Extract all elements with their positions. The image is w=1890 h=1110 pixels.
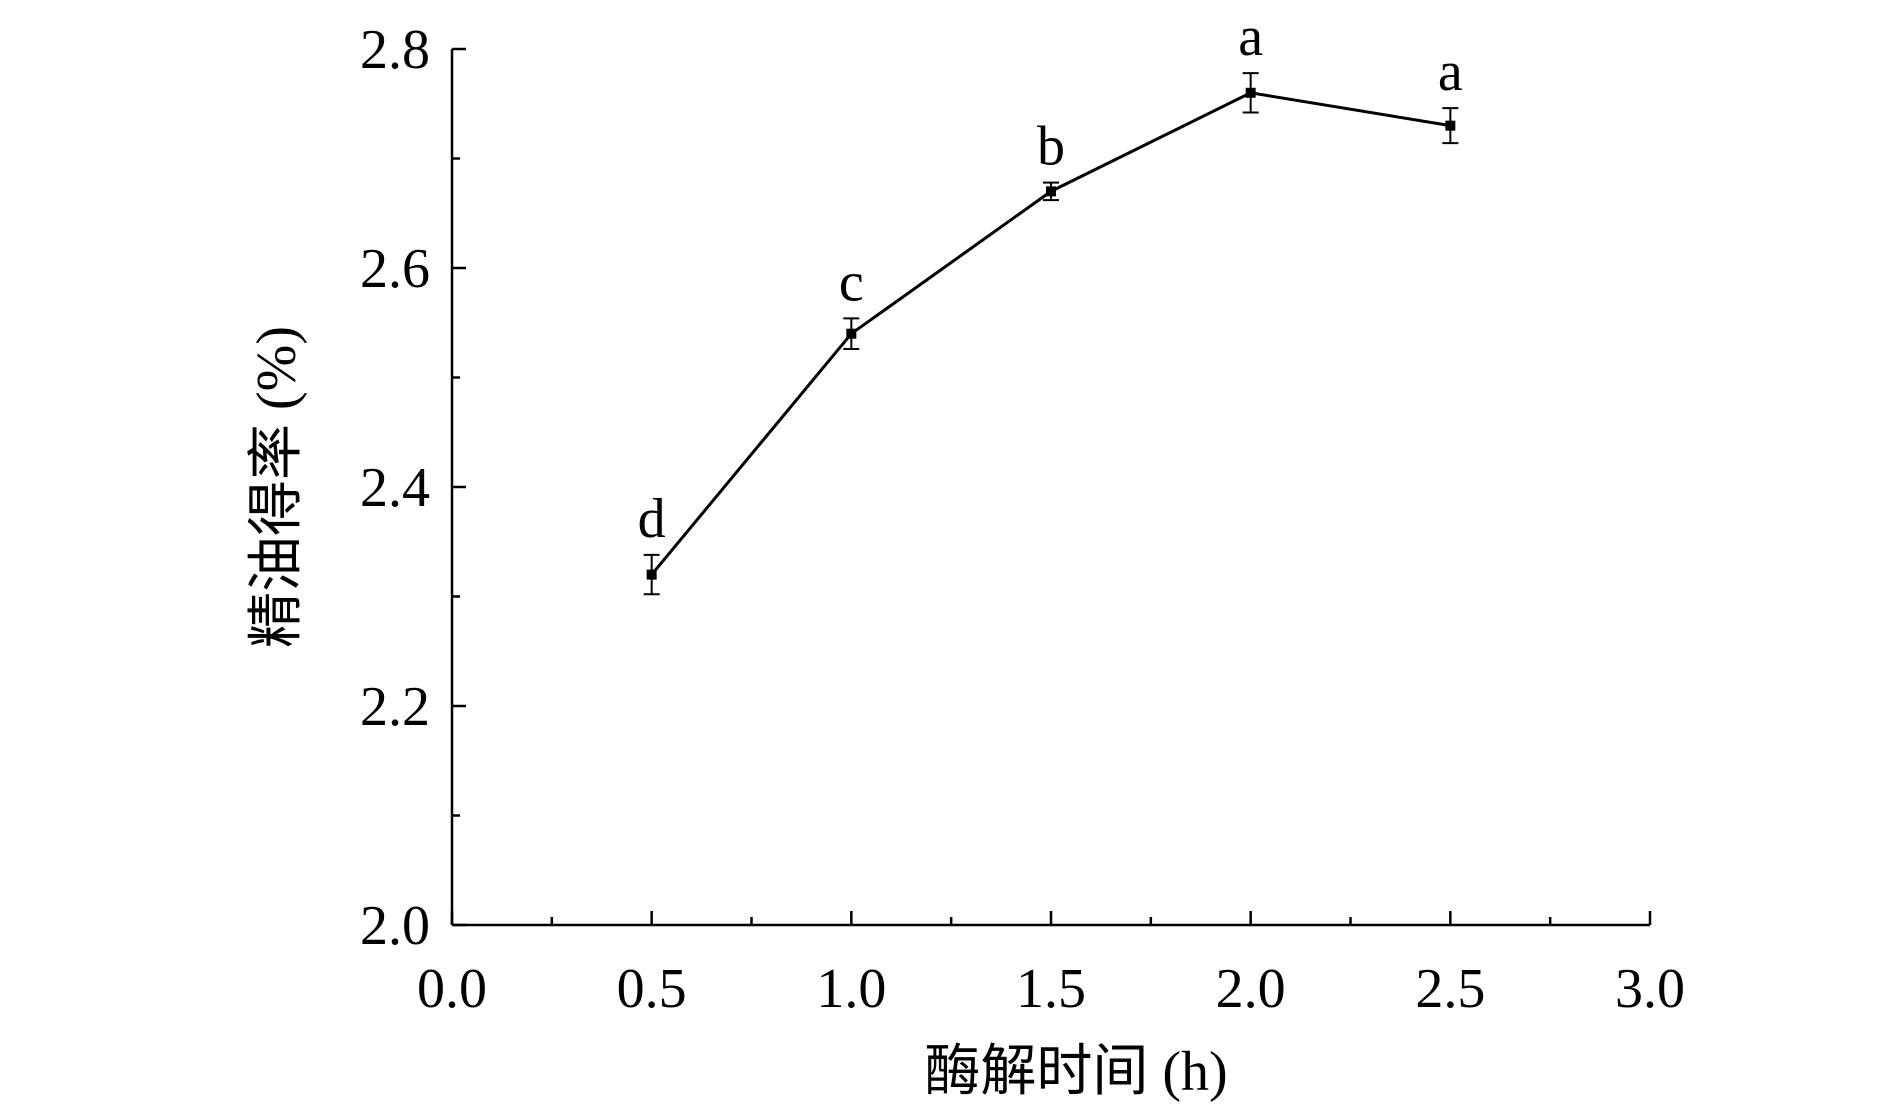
x-tick-label: 2.5 bbox=[1415, 958, 1485, 1020]
significance-label: a bbox=[1438, 41, 1463, 103]
significance-label: a bbox=[1238, 6, 1263, 68]
x-tick-label: 1.5 bbox=[1016, 958, 1086, 1020]
x-tick-label: 3.0 bbox=[1615, 958, 1685, 1020]
data-point bbox=[846, 328, 857, 339]
labels-group: 酶解时间 (h) 精油得率 (%) d c b a a bbox=[246, 6, 1463, 1103]
significance-label: c bbox=[839, 251, 864, 313]
y-tick-label: 2.6 bbox=[360, 238, 430, 300]
y-axis-title: 精油得率 (%) bbox=[246, 326, 308, 648]
axes: 0.0 0.5 1.0 1.5 2.0 2.5 3.0 2.0 2.2 2.4 2.6 2.8 bbox=[360, 19, 1685, 1020]
series-group bbox=[643, 72, 1459, 596]
y-tick-label: 2.4 bbox=[360, 457, 430, 519]
x-tick-label: 0.5 bbox=[617, 958, 687, 1020]
x-tick-label: 1.0 bbox=[816, 958, 886, 1020]
x-tick-label: 2.0 bbox=[1216, 958, 1286, 1020]
significance-label: b bbox=[1037, 116, 1065, 178]
data-point bbox=[646, 569, 657, 580]
x-axis-title: 酶解时间 (h) bbox=[924, 1041, 1227, 1103]
y-tick-label: 2.2 bbox=[360, 676, 430, 738]
data-point bbox=[1046, 186, 1056, 197]
y-tick-label: 2.8 bbox=[360, 19, 430, 81]
data-point bbox=[1445, 120, 1456, 131]
y-tick-label: 2.0 bbox=[360, 895, 430, 957]
data-point bbox=[1245, 87, 1256, 98]
significance-label: d bbox=[638, 488, 666, 550]
x-tick-label: 0.0 bbox=[417, 958, 487, 1020]
